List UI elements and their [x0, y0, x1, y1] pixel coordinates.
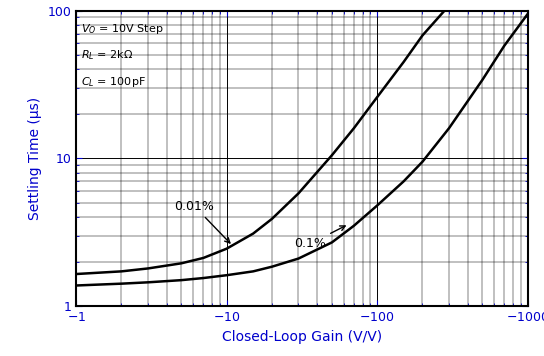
Text: 0.01%: 0.01%	[175, 200, 230, 243]
Text: $V_O$ = 10V Step: $V_O$ = 10V Step	[81, 22, 164, 36]
X-axis label: Closed-Loop Gain (V/V): Closed-Loop Gain (V/V)	[222, 330, 382, 344]
Text: 0.1%: 0.1%	[294, 226, 345, 250]
Text: $R_L$ = 2k$\Omega$: $R_L$ = 2k$\Omega$	[81, 48, 133, 62]
Text: $C_L$ = 100pF: $C_L$ = 100pF	[81, 75, 146, 89]
Y-axis label: Settling Time (µs): Settling Time (µs)	[28, 97, 42, 220]
